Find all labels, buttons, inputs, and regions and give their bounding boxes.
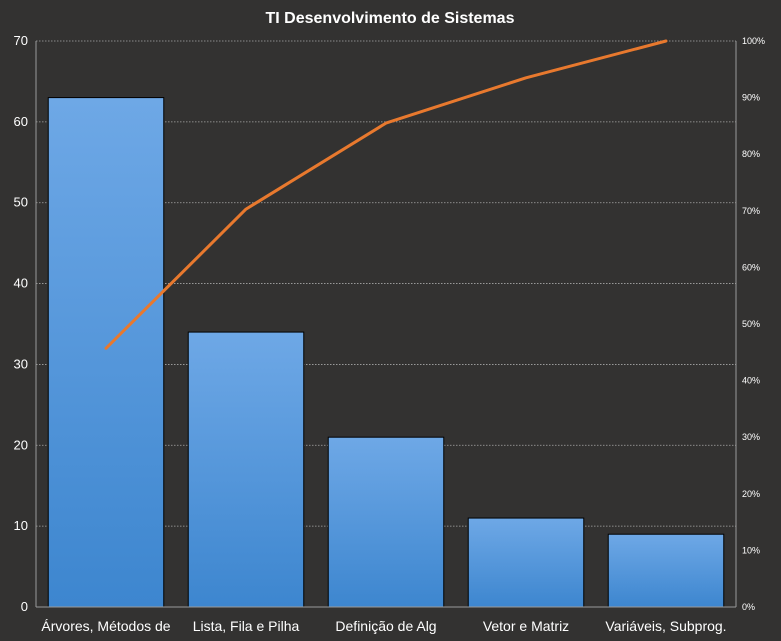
y2-tick-label: 80% <box>742 149 760 159</box>
bar-0 <box>47 97 165 608</box>
y2-tick-label: 100% <box>742 36 765 46</box>
x-category-label: Vetor e Matriz <box>483 618 569 634</box>
y2-tick-label: 20% <box>742 489 760 499</box>
y-tick-label: 10 <box>14 518 28 533</box>
y2-tick-label: 50% <box>742 319 760 329</box>
chart-title: TI Desenvolvimento de Sistemas <box>266 10 515 27</box>
cumulative-percent-line <box>104 39 668 350</box>
y2-tick-label: 10% <box>742 545 760 555</box>
y2-tick-label: 90% <box>742 93 760 103</box>
x-category-label: Variáveis, Subprog. <box>605 618 726 634</box>
x-category-label: Árvores, Métodos de <box>41 618 170 634</box>
y-tick-label: 50 <box>14 195 28 210</box>
gridlines <box>36 40 736 527</box>
y-tick-label: 0 <box>21 599 28 614</box>
x-category-label: Lista, Fila e Pilha <box>193 618 300 634</box>
y-tick-label: 20 <box>14 437 28 452</box>
y2-tick-label: 70% <box>742 206 760 216</box>
y-tick-label: 40 <box>14 276 28 291</box>
y2-tick-label: 30% <box>742 432 760 442</box>
y2-tick-label: 0% <box>742 602 755 612</box>
bar-2 <box>327 436 445 608</box>
bar-1 <box>187 331 305 608</box>
y-tick-label: 70 <box>14 33 28 48</box>
bar-4 <box>607 533 725 608</box>
labels: 0 10 20 30 40 50 60 70 0% 10% 20% 30% 40% 50% 60% 70% 80… <box>14 33 766 634</box>
bar-3 <box>467 517 585 608</box>
y2-tick-label: 60% <box>742 262 760 272</box>
y-tick-label: 60 <box>14 114 28 129</box>
axes <box>35 41 737 608</box>
bars <box>47 97 725 608</box>
y-tick-label: 30 <box>14 356 28 371</box>
y2-tick-label: 40% <box>742 376 760 386</box>
x-category-label: Definição de Alg <box>335 618 436 634</box>
cumulative-line <box>104 39 668 350</box>
